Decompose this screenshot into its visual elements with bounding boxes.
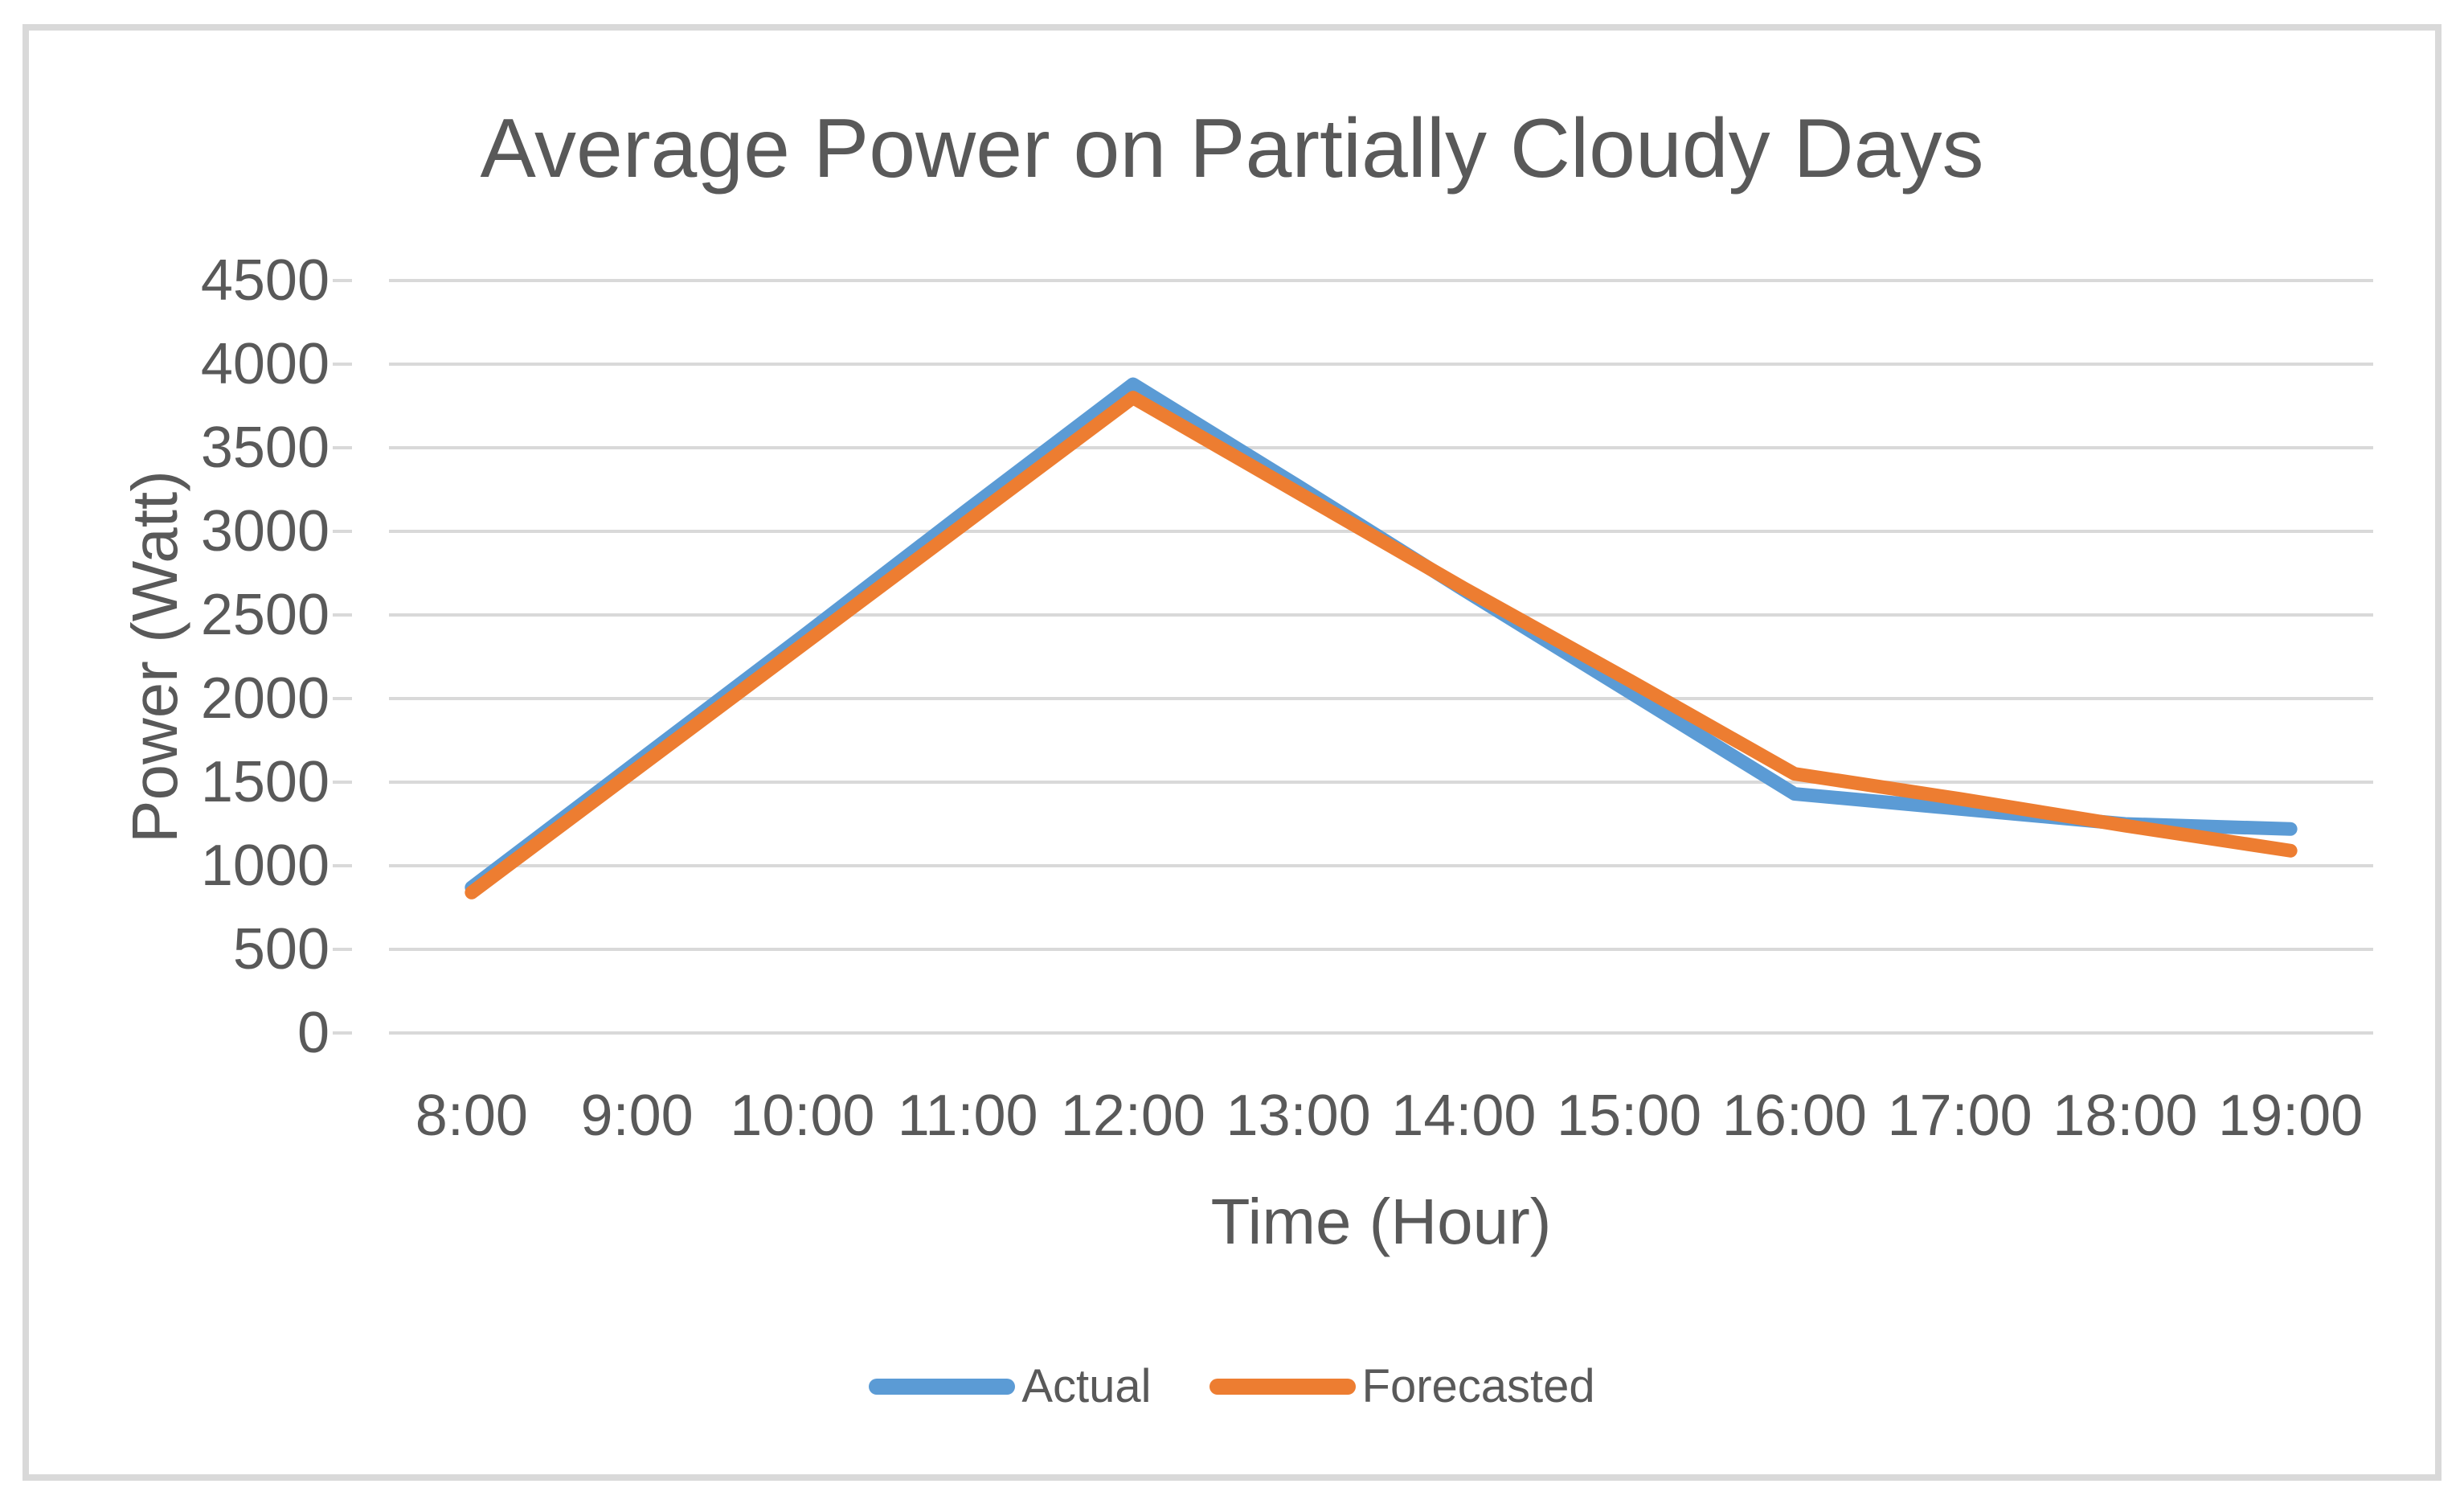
x-tick-label: 19:00 [2218,1084,2364,1148]
x-tick-label: 16:00 [1721,1084,1867,1148]
x-tick-label: 17:00 [1887,1084,2032,1148]
y-tick-label: 4500 [200,248,329,313]
legend-label-actual: Actual [1021,1360,1152,1412]
x-tick-label: 12:00 [1060,1084,1205,1148]
legend-swatch-forecasted [1209,1379,1356,1395]
legend: Actual Forecasted [0,1359,2464,1415]
chart-title: Average Power on Partially Cloudy Days [480,102,1984,195]
y-tick-label: 500 [232,917,329,982]
y-tick-label: 4000 [200,332,329,396]
y-tick-label: 3500 [200,416,329,480]
x-tick-label: 11:00 [897,1084,1038,1148]
y-tick-label: 1000 [200,834,329,898]
x-tick-label: 18:00 [2053,1084,2198,1148]
y-tick-label: 2500 [200,583,329,647]
x-tick-label: 14:00 [1391,1084,1537,1148]
x-tick-label: 13:00 [1226,1084,1371,1148]
x-tick-label: 10:00 [730,1084,875,1148]
y-tick-label: 3000 [200,499,329,564]
y-axis-title: Power (Watt) [119,470,190,843]
x-tick-label: 15:00 [1557,1084,1702,1148]
series-line-forecasted [465,391,2298,900]
legend-label-forecasted: Forecasted [1361,1360,1595,1412]
x-tick-label: 8:00 [415,1084,528,1148]
legend-swatch-actual [869,1379,1016,1395]
y-tick-label: 1500 [200,750,329,814]
x-tick-label: 9:00 [580,1084,694,1148]
chart-border [23,24,2441,1481]
y-tick-label: 2000 [200,666,329,731]
legend-item-actual[interactable]: Actual [869,1360,1152,1412]
y-tick-label: 0 [297,1001,329,1065]
x-axis-title: Time (Hour) [1210,1186,1552,1257]
legend-item-forecasted[interactable]: Forecasted [1209,1361,1595,1412]
